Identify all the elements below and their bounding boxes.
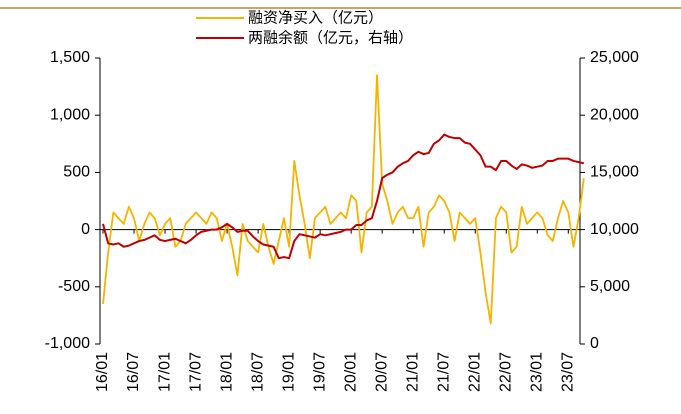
- x-tick-label: 16/07: [125, 352, 142, 392]
- y-tick-label: 0: [81, 221, 90, 238]
- x-tick-label: 19/07: [311, 352, 328, 392]
- y-tick-label: 500: [63, 164, 90, 181]
- x-tick-label: 23/07: [560, 352, 577, 392]
- x-tick-label: 23/01: [528, 352, 545, 392]
- x-tick-label: 20/07: [373, 352, 390, 392]
- x-tick-label: 20/01: [342, 352, 359, 392]
- x-tick-label: 22/01: [466, 352, 483, 392]
- y2-tick-label: 25,000: [590, 49, 639, 66]
- series-line: [102, 133, 585, 260]
- series-line: [102, 74, 585, 325]
- x-tick-label: 18/07: [249, 352, 266, 392]
- legend-label: 两融余额（亿元，右轴）: [248, 29, 413, 47]
- x-tick-label: 16/01: [94, 352, 111, 392]
- x-tick-label: 22/07: [497, 352, 514, 392]
- y-tick-label: 1,500: [50, 49, 90, 66]
- y-tick-label: -1,000: [45, 335, 90, 352]
- y2-tick-label: 10,000: [590, 221, 639, 238]
- x-tick-label: 18/01: [218, 352, 235, 392]
- y2-tick-label: 15,000: [590, 164, 639, 181]
- legend-label: 融资净买入（亿元）: [248, 9, 383, 27]
- y2-tick-label: 0: [590, 335, 599, 352]
- y-tick-label: 1,000: [50, 106, 90, 123]
- x-tick-label: 19/01: [280, 352, 297, 392]
- x-tick-label: 17/07: [187, 352, 204, 392]
- y2-tick-label: 5,000: [590, 278, 630, 295]
- y-tick-label: -500: [58, 278, 90, 295]
- x-tick-label: 21/07: [435, 352, 452, 392]
- x-tick-label: 21/01: [404, 352, 421, 392]
- x-tick-label: 17/01: [156, 352, 173, 392]
- y2-tick-label: 20,000: [590, 106, 639, 123]
